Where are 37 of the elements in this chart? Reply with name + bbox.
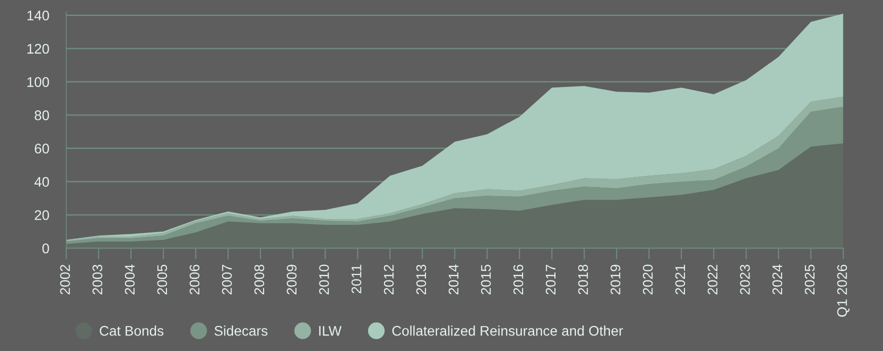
x-tick-label: 2015 bbox=[481, 264, 491, 294]
x-tick-label: 2021 bbox=[675, 264, 686, 294]
x-tick-label: 2023 bbox=[740, 264, 750, 294]
x-tick-label: 2022 bbox=[708, 264, 718, 294]
legend-label: ILW bbox=[319, 326, 342, 336]
x-tick-label: 2016 bbox=[513, 264, 524, 294]
y-tick-label: 0 bbox=[42, 243, 50, 254]
x-tick-label: 2024 bbox=[772, 264, 782, 294]
legend-label: Sidecars bbox=[214, 326, 268, 336]
y-tick-label: 20 bbox=[34, 210, 50, 220]
y-tick-label: 100 bbox=[27, 77, 50, 87]
x-tick-label: 2007 bbox=[222, 264, 232, 294]
x-tick-label: 2020 bbox=[642, 264, 653, 294]
x-tick-label: 2004 bbox=[124, 264, 135, 294]
x-tick-label: 2013 bbox=[416, 264, 426, 294]
legend-label: Cat Bonds bbox=[100, 326, 164, 336]
x-tick-label: 2018 bbox=[578, 264, 588, 294]
x-tick-label: 2025 bbox=[804, 264, 815, 294]
x-tick-label: 2019 bbox=[610, 264, 620, 294]
x-tick-label: 2009 bbox=[286, 264, 297, 294]
y-tick-label: 40 bbox=[34, 176, 50, 187]
x-tick-label: 2008 bbox=[254, 264, 264, 294]
legend-label: Collateralized Reinsurance and Other bbox=[392, 326, 623, 336]
y-tick-label: 60 bbox=[34, 144, 50, 154]
x-tick-label: 2011 bbox=[352, 264, 362, 294]
x-tick-label: 2010 bbox=[319, 264, 329, 294]
x-tick-label: 2003 bbox=[92, 264, 102, 294]
x-tick-label: 2012 bbox=[384, 264, 394, 294]
x-tick-label: 2005 bbox=[157, 264, 168, 294]
x-tick-label: Q1 2026 bbox=[837, 264, 850, 317]
x-tick-label: 2006 bbox=[190, 264, 200, 294]
y-tick-label: 120 bbox=[27, 44, 50, 54]
x-tick-label: 2002 bbox=[60, 264, 70, 294]
x-tick-label: 2014 bbox=[448, 264, 458, 294]
y-tick-label: 80 bbox=[34, 110, 50, 120]
y-tick-label: 140 bbox=[27, 10, 50, 20]
x-tick-label: 2017 bbox=[546, 264, 556, 294]
